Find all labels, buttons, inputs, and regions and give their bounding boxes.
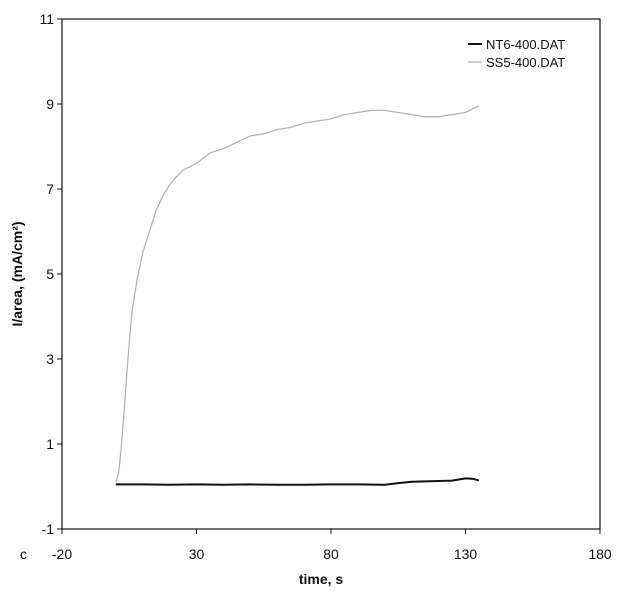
y-axis-ticks: -1 1 3 5 7 9 11 bbox=[39, 11, 62, 537]
series-line-2 bbox=[115, 105, 480, 483]
x-tick-label: 130 bbox=[454, 546, 478, 562]
legend: NT6-400.DAT SS5-400.DAT bbox=[468, 37, 565, 70]
y-tick-label: 3 bbox=[46, 351, 54, 367]
y-tick-label: 11 bbox=[39, 11, 54, 27]
x-axis-label: time, s bbox=[299, 571, 344, 587]
y-tick-label: 7 bbox=[46, 181, 54, 197]
x-axis-ticks: -20 30 80 130 180 bbox=[52, 529, 612, 562]
y-axis-label: I/area, (mA/cm²) bbox=[9, 221, 25, 326]
x-tick-label: 180 bbox=[588, 546, 612, 562]
x-tick-label: -20 bbox=[52, 546, 72, 562]
legend-label-2: SS5-400.DAT bbox=[486, 55, 565, 70]
y-tick-label: 5 bbox=[46, 266, 54, 282]
panel-label: c bbox=[20, 546, 27, 562]
plot-area-frame bbox=[61, 18, 601, 530]
y-tick-label: 1 bbox=[46, 436, 54, 452]
series-lines bbox=[115, 105, 480, 486]
x-tick-label: 30 bbox=[189, 546, 205, 562]
series-line-1 bbox=[115, 477, 480, 486]
y-tick-label: -1 bbox=[42, 521, 55, 537]
x-tick-label: 80 bbox=[323, 546, 339, 562]
y-tick-label: 9 bbox=[46, 96, 54, 112]
legend-label-1: NT6-400.DAT bbox=[486, 37, 565, 52]
